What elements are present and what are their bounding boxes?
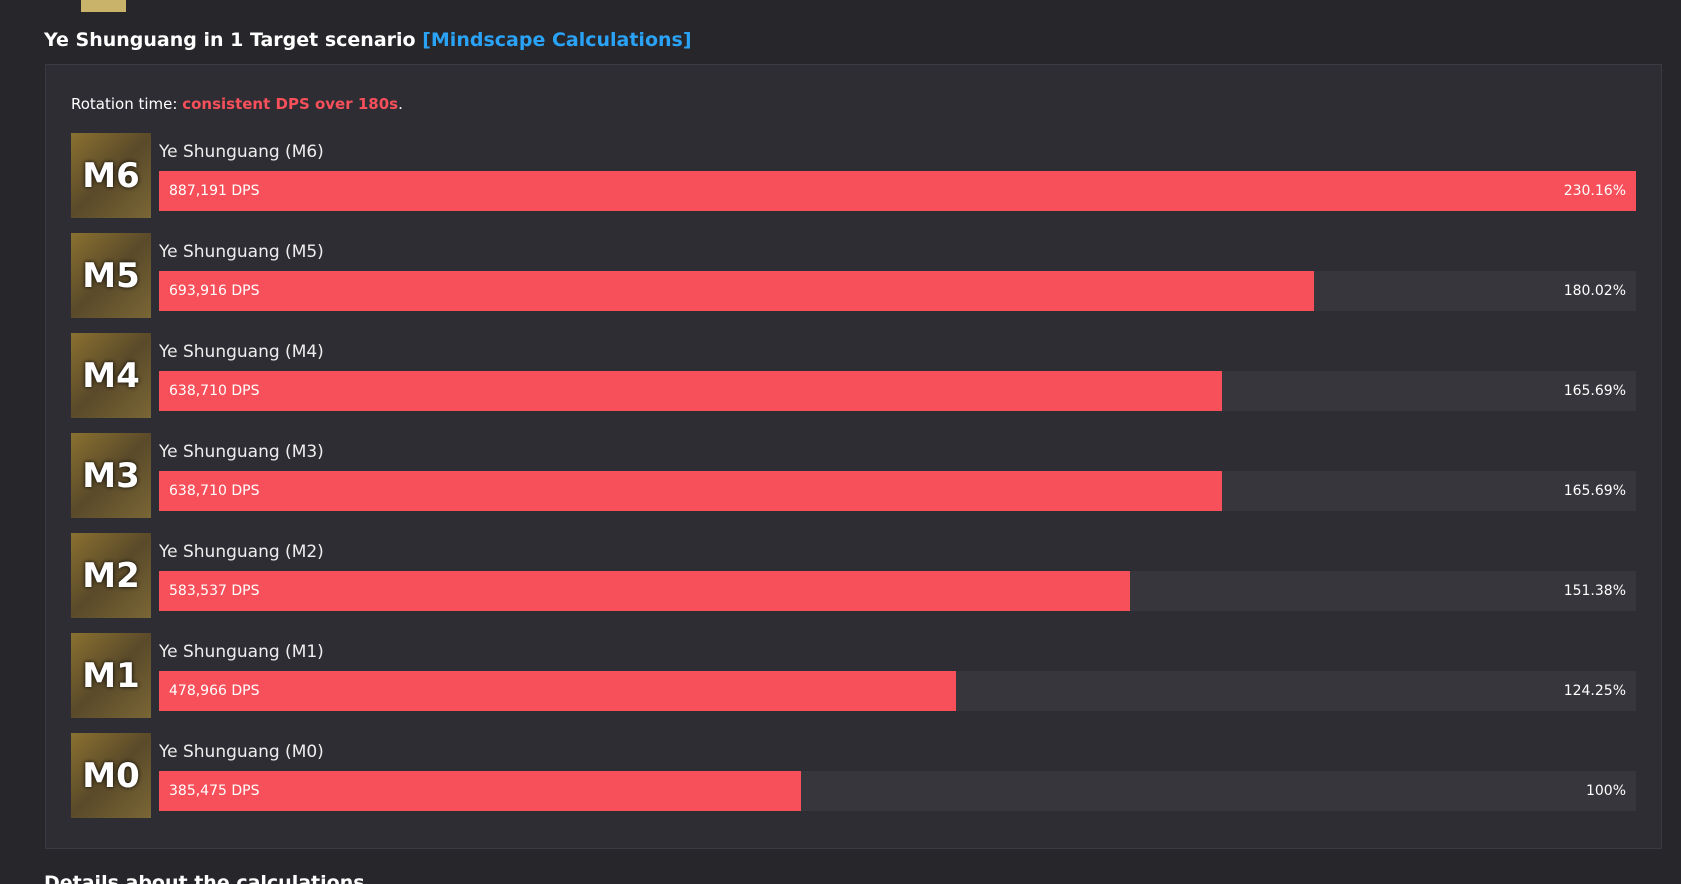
bar bbox=[159, 171, 1636, 211]
value-label: 638,710 DPS bbox=[169, 383, 260, 399]
value-label: 385,475 DPS bbox=[169, 783, 260, 799]
icon: M2 bbox=[71, 533, 151, 618]
row-label: Ye Shunguang (M2) bbox=[159, 542, 324, 562]
value-label: 638,710 DPS bbox=[169, 483, 260, 499]
row-label: Ye Shunguang (M1) bbox=[159, 642, 324, 662]
section-title: Ye Shunguang in 1 Target scenario [Minds… bbox=[44, 29, 692, 51]
row-label: Ye Shunguang (M0) bbox=[159, 742, 324, 762]
bar bbox=[159, 571, 1131, 611]
bar bbox=[159, 471, 1223, 511]
value-label: 693,916 DPS bbox=[169, 283, 260, 299]
value-label: 887,191 DPS bbox=[169, 183, 260, 199]
relative-label: 180.02% bbox=[1563, 283, 1626, 299]
icon: M6 bbox=[71, 133, 151, 218]
relative-label: 100% bbox=[1585, 783, 1626, 799]
row-label: Ye Shunguang (M3) bbox=[159, 442, 324, 462]
icon: M3 bbox=[71, 433, 151, 518]
rotation-prefix: Rotation time: bbox=[71, 95, 183, 113]
link[interactable]: [Mindscape Calculations] bbox=[422, 29, 692, 51]
value-label: 583,537 DPS bbox=[169, 583, 260, 599]
icon: M5 bbox=[71, 233, 151, 318]
icon: M4 bbox=[71, 333, 151, 418]
relative-label: 151.38% bbox=[1563, 583, 1626, 599]
relative-label: 165.69% bbox=[1563, 383, 1626, 399]
bar bbox=[159, 771, 801, 811]
rotation-suffix: . bbox=[398, 95, 403, 113]
footer-heading: Details about the calculations bbox=[44, 872, 365, 884]
thumbnail bbox=[81, 0, 126, 12]
relative-label: 124.25% bbox=[1563, 683, 1626, 699]
bar bbox=[159, 671, 957, 711]
icon: M0 bbox=[71, 733, 151, 818]
title-text: Ye Shunguang in 1 Target scenario bbox=[44, 29, 416, 51]
row-label: Ye Shunguang (M5) bbox=[159, 242, 324, 262]
row-label: Ye Shunguang (M6) bbox=[159, 142, 324, 162]
row-label: Ye Shunguang (M4) bbox=[159, 342, 324, 362]
relative-label: 230.16% bbox=[1563, 183, 1626, 199]
bar bbox=[159, 371, 1223, 411]
icon: M1 bbox=[71, 633, 151, 718]
bar bbox=[159, 271, 1315, 311]
value-label: 478,966 DPS bbox=[169, 683, 260, 699]
rotation-text: Rotation time: consistent DPS over 180s. bbox=[71, 95, 403, 113]
rotation-highlight: consistent DPS over 180s bbox=[182, 95, 399, 113]
relative-label: 165.69% bbox=[1563, 483, 1626, 499]
